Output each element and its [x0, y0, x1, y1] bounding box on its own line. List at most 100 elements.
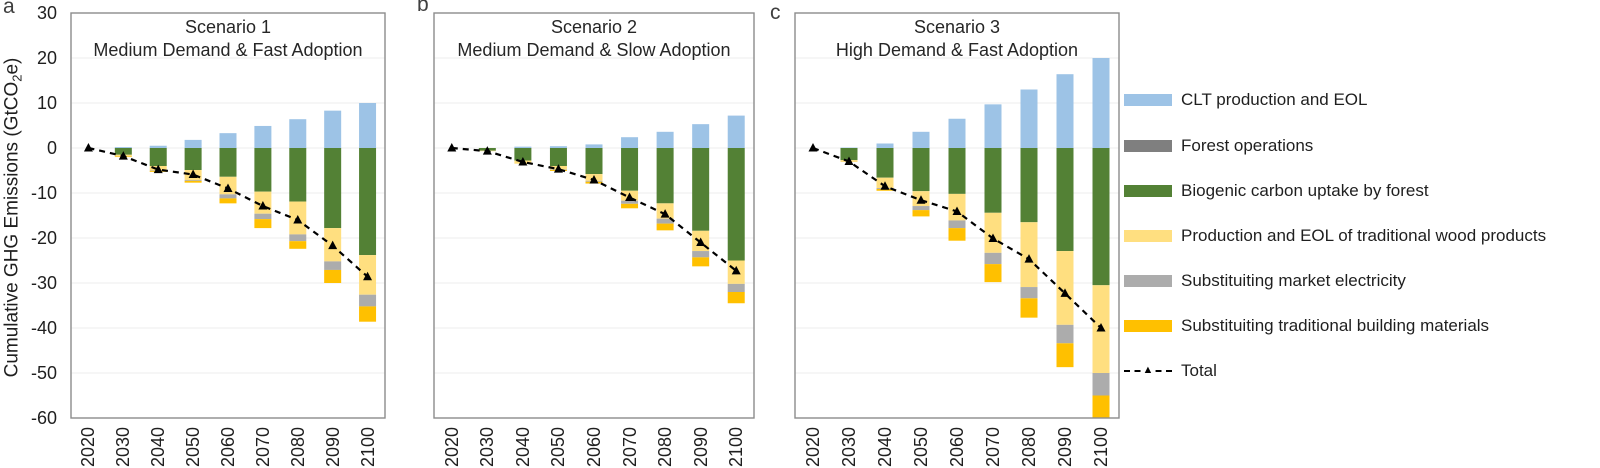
bar-segment — [1056, 324, 1074, 344]
x-tick-label: 2100 — [1091, 426, 1111, 467]
bar-segment — [359, 103, 377, 148]
bar-segment — [359, 148, 377, 256]
bar-segment — [114, 147, 132, 148]
bar-segment — [727, 283, 745, 292]
total-marker-triangle-icon — [153, 164, 163, 174]
panel-title-b-line2: Medium Demand & Slow Adoption — [457, 40, 731, 60]
legend-item-forest-operations: Forest operations — [1124, 134, 1313, 158]
total-marker-triangle-icon — [363, 271, 373, 281]
total-marker-triangle-icon — [916, 195, 926, 204]
y-axis-title-subscript: 2 — [9, 74, 25, 82]
bar-segment — [948, 148, 966, 194]
legend-swatch-market-electricity — [1124, 275, 1172, 287]
bar-segment — [514, 148, 532, 161]
bar-segment — [840, 147, 858, 149]
bar-segment — [1056, 148, 1074, 252]
bar-segment — [1092, 395, 1110, 418]
bar-segment — [184, 180, 202, 183]
total-marker-triangle-icon — [293, 215, 303, 224]
legend-label: Substituiting market electricity — [1181, 271, 1406, 290]
bar-segment — [948, 220, 966, 229]
x-tick-label: 2090 — [690, 426, 711, 467]
bar-segment — [149, 148, 167, 166]
legend-label: Substituiting traditional building mater… — [1181, 316, 1490, 335]
bar-segment — [1092, 373, 1110, 396]
total-marker-triangle-icon — [482, 146, 492, 155]
total-marker-triangle-icon — [1024, 254, 1034, 263]
bar-segment — [254, 125, 272, 148]
total-marker-triangle-icon — [625, 192, 635, 201]
x-tick-label: 2090 — [322, 426, 343, 467]
total-marker-triangle-icon — [223, 183, 233, 192]
panel-letter-c: c — [770, 1, 781, 24]
x-tick-label: 2030 — [113, 426, 134, 467]
x-tick-label: 2060 — [584, 426, 604, 467]
panel-title-c-line2: High Demand & Fast Adoption — [835, 40, 1079, 60]
x-tick-label: 2030 — [839, 426, 859, 467]
x-tick-label: 2080 — [287, 426, 308, 467]
bar-segment — [184, 148, 202, 171]
legend-label: CLT production and EOL — [1181, 90, 1368, 109]
total-marker-triangle-icon — [447, 143, 457, 152]
bar-segment — [324, 148, 342, 229]
bar-segment — [692, 148, 710, 231]
bar-segment — [727, 115, 745, 148]
bar-segment — [324, 269, 342, 283]
total-marker-triangle-icon — [188, 169, 198, 179]
legend-swatch-biogenic-uptake — [1124, 185, 1172, 197]
x-tick-label: 2030 — [477, 426, 498, 467]
x-tick-label: 2040 — [512, 426, 533, 467]
panel-title-a-line2: Medium Demand & Fast Adoption — [93, 40, 363, 60]
bar-segment — [289, 148, 307, 202]
panel-title-a-line1: Scenario 1 — [184, 17, 272, 37]
total-marker-triangle-icon — [660, 209, 670, 218]
x-tick-label: 2050 — [548, 426, 569, 467]
legend-swatch-forest-operations — [1124, 140, 1172, 152]
bar-segment — [727, 292, 745, 304]
panel-a — [70, 12, 386, 419]
bar-segment — [254, 213, 272, 220]
panel-title-b-line1: Scenario 2 — [550, 17, 638, 37]
legend-item-traditional-wood-products: Production and EOL of traditional wood p… — [1124, 224, 1546, 248]
bar-segment — [984, 212, 1002, 253]
x-tick-label: 2050 — [183, 426, 204, 467]
legend-label: Biogenic carbon uptake by forest — [1181, 181, 1429, 200]
bar-segment — [984, 148, 1002, 213]
y-axis-title: Cumulative GHG Emissions (GtCO2e) — [2, 18, 25, 418]
panel-letter-a: a — [3, 0, 15, 18]
legend-label: Total — [1181, 361, 1217, 380]
legend-item-clt-production: CLT production and EOL — [1124, 88, 1368, 112]
bar-segment — [912, 148, 930, 192]
bar-segment — [984, 252, 1002, 265]
bar-segment — [912, 210, 930, 217]
bar-segment — [254, 148, 272, 192]
legend-label: Forest operations — [1181, 136, 1314, 155]
legend-swatch-clt-production — [1124, 94, 1172, 106]
bar-segment — [692, 251, 710, 258]
legend-item-building-materials: Substituiting traditional building mater… — [1124, 314, 1489, 338]
panel-title-b: Scenario 2 Medium Demand & Slow Adoption — [434, 16, 754, 62]
x-tick-label: 2080 — [1019, 426, 1039, 467]
bar-segment — [984, 104, 1002, 148]
total-marker-triangle-icon — [1096, 323, 1106, 332]
legend-total-line-sample: ▲ — [1124, 364, 1172, 377]
bar-segment — [184, 139, 202, 148]
bar-segment — [656, 131, 674, 148]
bar-segment — [1056, 74, 1074, 148]
plot-frame — [70, 12, 386, 419]
x-tick-label: 2080 — [655, 426, 676, 467]
y-tick-label: 0 — [46, 138, 57, 158]
bar-segment — [876, 143, 894, 148]
bar-segment — [656, 148, 674, 204]
bar-segment — [912, 131, 930, 148]
bar-segment — [727, 148, 745, 261]
total-marker-triangle-icon — [118, 151, 128, 160]
legend-item-biogenic-uptake: Biogenic carbon uptake by forest — [1124, 179, 1429, 203]
x-tick-label: 2060 — [947, 426, 967, 467]
total-marker-triangle-icon — [553, 164, 563, 173]
x-tick-label: 2100 — [726, 426, 747, 467]
legend-item-market-electricity: Substituiting market electricity — [1124, 269, 1406, 293]
bar-segment — [324, 261, 342, 270]
legend-label: Production and EOL of traditional wood p… — [1181, 226, 1547, 245]
